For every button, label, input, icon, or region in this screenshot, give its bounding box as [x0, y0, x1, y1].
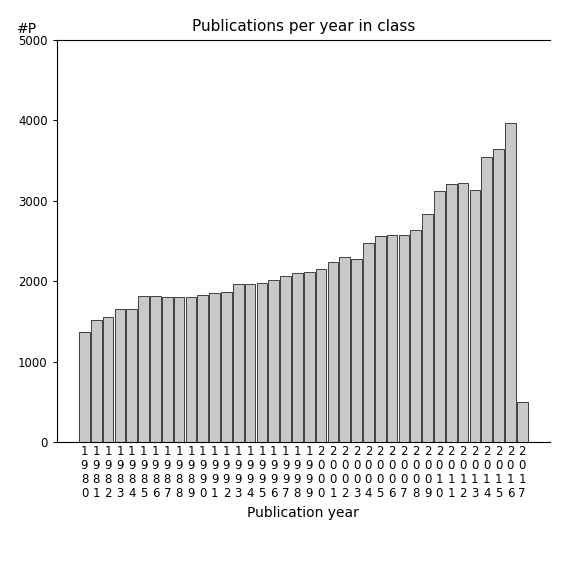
Bar [115, 310, 125, 442]
Title: Publications per year in class: Publications per year in class [192, 19, 415, 35]
Bar [126, 308, 137, 442]
Bar [103, 318, 113, 442]
Bar [245, 284, 255, 442]
Bar [91, 320, 101, 442]
Bar [469, 191, 480, 442]
Bar [221, 291, 232, 442]
Bar [174, 297, 184, 442]
Bar [493, 149, 504, 442]
Bar [79, 332, 90, 442]
Bar [280, 276, 291, 442]
Bar [162, 297, 172, 442]
Bar [292, 273, 303, 442]
Bar [517, 402, 527, 442]
Bar [138, 296, 149, 442]
Bar [446, 184, 456, 442]
Bar [328, 262, 338, 442]
Bar [316, 269, 327, 442]
Bar [352, 260, 362, 442]
Bar [422, 214, 433, 442]
Bar [304, 272, 315, 442]
Bar [185, 297, 196, 442]
Bar [434, 191, 445, 442]
Bar [481, 157, 492, 442]
X-axis label: Publication year: Publication year [247, 506, 359, 519]
Bar [411, 230, 421, 442]
Bar [458, 183, 468, 442]
Bar [257, 283, 267, 442]
Bar [233, 285, 244, 442]
Bar [209, 293, 220, 442]
Bar [363, 243, 374, 442]
Bar [340, 257, 350, 442]
Bar [268, 280, 279, 442]
Bar [150, 296, 161, 442]
Bar [387, 235, 397, 442]
Bar [197, 295, 208, 442]
Y-axis label: #P: #P [17, 22, 37, 36]
Bar [375, 236, 386, 442]
Bar [399, 235, 409, 442]
Bar [505, 122, 516, 442]
